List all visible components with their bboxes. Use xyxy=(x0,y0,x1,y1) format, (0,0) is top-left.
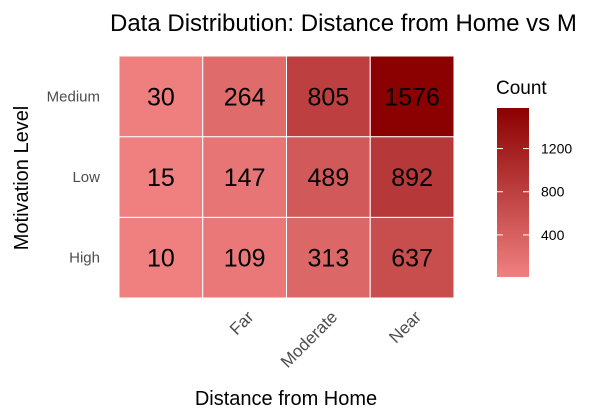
heatmap-cell xyxy=(202,55,287,138)
heatmap-cell-labels: 10 109 313 637 15 147 489 892 30 264 805 1576 xyxy=(147,83,440,272)
y-tick-label: Low xyxy=(72,169,100,186)
legend: Count 400 800 1200 xyxy=(496,78,572,277)
heatmap-cell xyxy=(202,136,287,218)
heatmap-cell xyxy=(286,136,371,218)
heatmap-cell xyxy=(118,55,204,138)
y-axis-tick-labels: High Low Medium xyxy=(47,88,101,266)
heatmap-cells xyxy=(118,55,455,299)
cell-value-label: 15 xyxy=(147,164,175,192)
legend-colorbar xyxy=(497,108,529,277)
y-tick-label: Medium xyxy=(47,88,100,105)
cell-value-label: 147 xyxy=(224,164,266,192)
cell-value-label: 313 xyxy=(308,245,350,273)
cell-value-label: 10 xyxy=(147,245,175,273)
y-axis-title: Motivation Level xyxy=(11,106,33,251)
cell-value-label: 109 xyxy=(224,245,266,273)
cell-value-label: 892 xyxy=(391,164,433,192)
heatmap-cell xyxy=(369,55,455,138)
heatmap-cell xyxy=(369,216,455,299)
heatmap-cell xyxy=(118,216,204,299)
legend-title: Count xyxy=(496,78,547,99)
cell-value-label: 489 xyxy=(308,164,350,192)
heatmap-cell xyxy=(202,216,287,299)
cell-value-label: 805 xyxy=(308,83,350,111)
cell-value-label: 637 xyxy=(391,245,433,273)
x-tick-label: Far xyxy=(226,307,258,339)
legend-tick-label: 800 xyxy=(541,184,565,200)
x-tick-label: Near xyxy=(385,307,425,347)
chart-title: Data Distribution: Distance from Home vs… xyxy=(110,10,577,37)
cell-value-label: 264 xyxy=(224,83,266,111)
heatmap-cell xyxy=(369,136,455,218)
y-tick-label: High xyxy=(69,250,100,267)
legend-tick-label: 400 xyxy=(541,227,565,243)
cell-value-label: 30 xyxy=(147,83,175,111)
x-axis-tick-labels: Far Moderate Near xyxy=(226,307,425,371)
heatmap-cell xyxy=(118,136,204,218)
x-tick-label: Moderate xyxy=(277,307,341,371)
cell-value-label: 1576 xyxy=(384,83,440,111)
x-axis-title: Distance from Home xyxy=(195,388,377,410)
legend-tick-label: 1200 xyxy=(541,141,572,157)
